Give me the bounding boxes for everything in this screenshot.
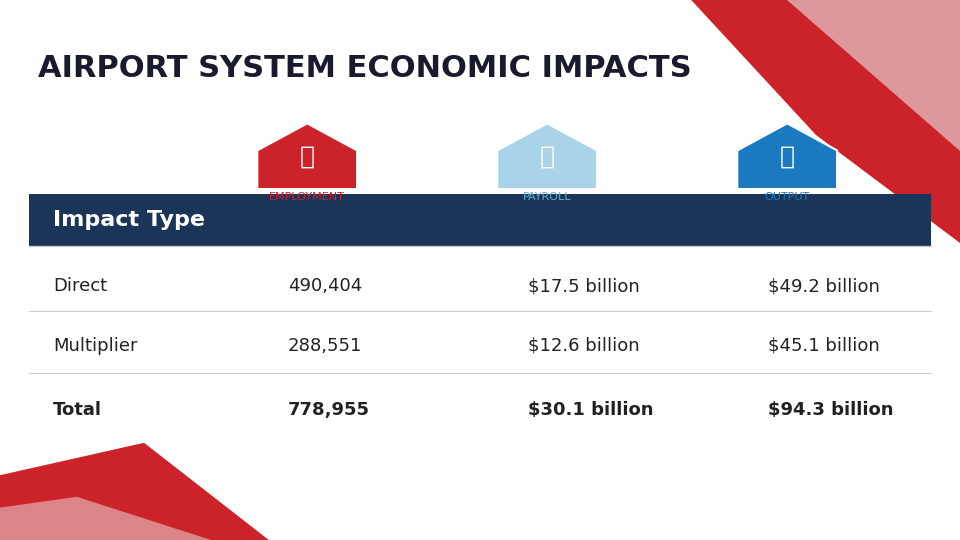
Text: $30.1 billion: $30.1 billion [528, 401, 654, 420]
Polygon shape [691, 0, 960, 243]
Text: 👥: 👥 [300, 145, 315, 168]
Polygon shape [0, 497, 211, 540]
Text: $17.5 billion: $17.5 billion [528, 277, 639, 295]
Text: Total: Total [53, 401, 102, 420]
Text: AIRPORT SYSTEM ECONOMIC IMPACTS: AIRPORT SYSTEM ECONOMIC IMPACTS [38, 54, 692, 83]
Text: $12.6 billion: $12.6 billion [528, 336, 639, 355]
Text: 490,404: 490,404 [288, 277, 362, 295]
Text: 288,551: 288,551 [288, 336, 362, 355]
Text: PAYROLL: PAYROLL [523, 192, 571, 202]
FancyBboxPatch shape [29, 194, 931, 246]
Text: Impact Type: Impact Type [53, 210, 204, 230]
Text: $94.3 billion: $94.3 billion [768, 401, 894, 420]
Polygon shape [497, 124, 597, 189]
Polygon shape [737, 124, 837, 189]
Text: Direct: Direct [53, 277, 107, 295]
Text: $45.1 billion: $45.1 billion [768, 336, 879, 355]
Text: OUTPUT: OUTPUT [764, 192, 810, 202]
Polygon shape [257, 124, 357, 189]
Text: $49.2 billion: $49.2 billion [768, 277, 880, 295]
Polygon shape [787, 0, 960, 151]
Text: 📈: 📈 [780, 145, 795, 168]
Polygon shape [0, 443, 269, 540]
Text: EMPLOYMENT: EMPLOYMENT [269, 192, 346, 202]
Text: 778,955: 778,955 [288, 401, 370, 420]
Text: Multiplier: Multiplier [53, 336, 137, 355]
Text: 💵: 💵 [540, 145, 555, 168]
